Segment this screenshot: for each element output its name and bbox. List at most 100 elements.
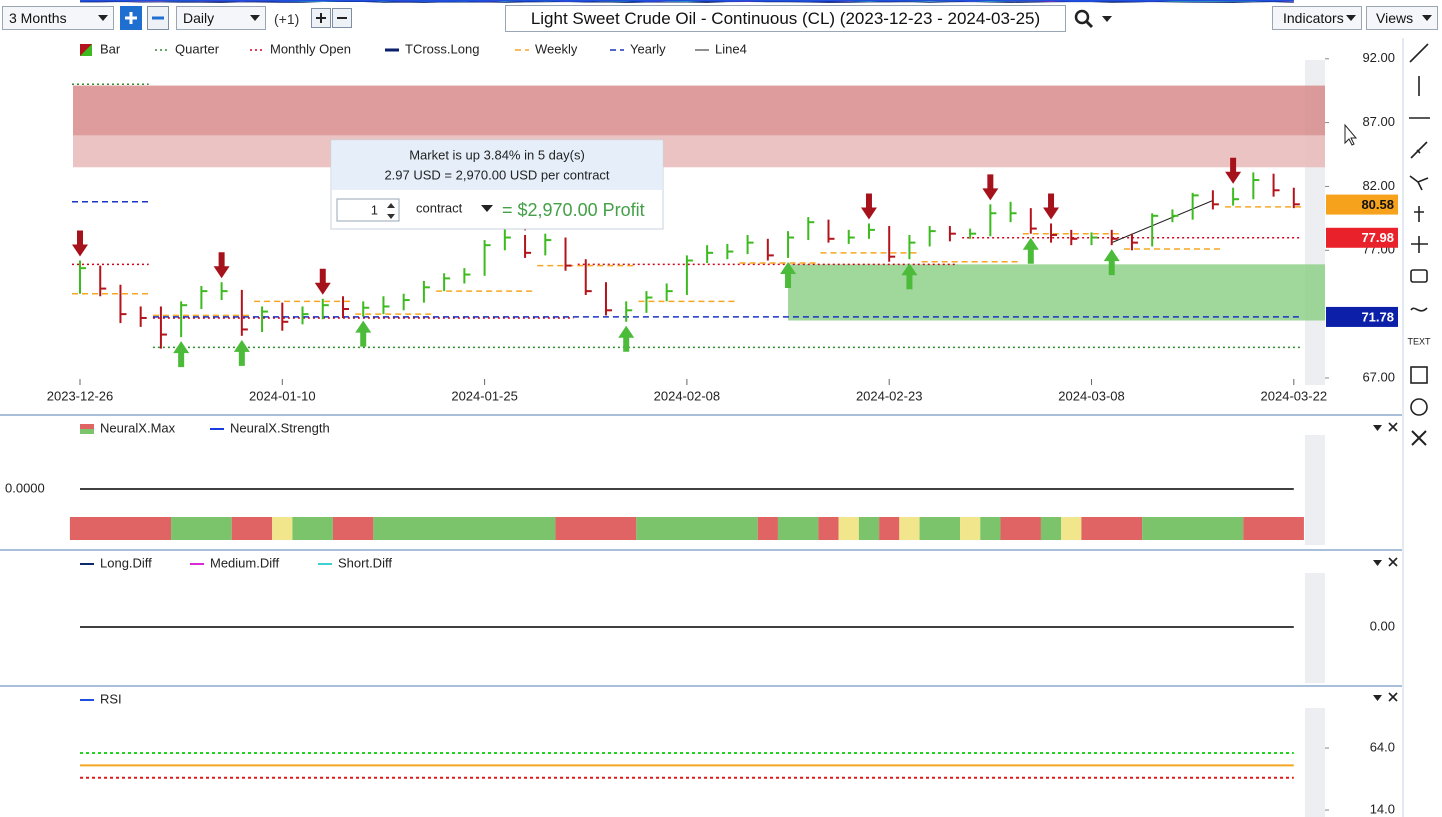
buy-arrow	[1022, 237, 1039, 264]
tooltip-header	[332, 141, 662, 190]
tooltip-line: 2.97 USD = 2,970.00 USD per contract	[384, 167, 609, 182]
spinner[interactable]	[387, 203, 395, 219]
tooltip: Market is up 3.84% in 5 day(s) 2.97 USD …	[330, 139, 664, 230]
panel-close[interactable]	[1388, 422, 1398, 432]
trendline-tool[interactable]	[1409, 43, 1429, 63]
state-cell	[1040, 517, 1062, 540]
sell-arrow	[1043, 193, 1060, 220]
crosshair-tool[interactable]	[1411, 236, 1428, 253]
legend-icon	[80, 424, 94, 429]
panel-controls	[1373, 422, 1398, 702]
y-tick-label: 0.00	[1370, 618, 1395, 633]
background	[0, 38, 1442, 817]
panel-menu[interactable]	[1373, 425, 1382, 431]
price-label-box	[1326, 194, 1398, 215]
legend-label: Quarter	[175, 41, 220, 56]
legend-icon	[80, 429, 94, 434]
x-tick-label: 2024-03-22	[1261, 388, 1328, 403]
offset-text: (+1)	[274, 11, 300, 27]
y-tick-label: 64.0	[1370, 739, 1395, 754]
price-label: 71.78	[1361, 309, 1394, 324]
future-strip	[1305, 435, 1325, 545]
state-cell	[980, 517, 1001, 540]
panel-close[interactable]	[1388, 557, 1398, 567]
buy-arrow	[355, 320, 372, 347]
fib-tool[interactable]	[1409, 175, 1429, 191]
y-tick-label: 92.00	[1362, 50, 1395, 65]
quantity-input[interactable]	[336, 198, 400, 222]
buy-arrow	[618, 325, 635, 352]
ray-tool[interactable]	[1410, 141, 1428, 159]
price-label-box	[1326, 227, 1398, 248]
plus-icon	[125, 12, 137, 24]
symbol-title[interactable]: Light Sweet Crude Oil - Continuous (CL) …	[505, 5, 1066, 32]
state-cell	[838, 517, 859, 540]
buy-arrow	[1103, 249, 1120, 276]
period-select[interactable]: 3 Months	[2, 6, 114, 30]
state-cell	[69, 517, 172, 540]
views-button[interactable]: Views	[1366, 6, 1438, 30]
legend-label: RSI	[100, 691, 122, 706]
legend-label: NeuralX.Strength	[230, 420, 330, 435]
legend-label: Bar	[100, 41, 121, 56]
legend-label: Line4	[715, 41, 747, 56]
clear-tool[interactable]	[1411, 430, 1427, 446]
panel: 64.0 14.0 RSI	[80, 0, 1395, 816]
state-cell	[292, 517, 333, 540]
state-cell	[1081, 517, 1143, 540]
offset-plus[interactable]	[311, 8, 331, 28]
legend-label: Yearly	[630, 41, 666, 56]
unit-select[interactable]: contract	[416, 200, 463, 215]
measure-tool[interactable]	[1414, 206, 1424, 222]
offset-minus[interactable]	[332, 8, 352, 28]
y-tick-label: 82.00	[1362, 178, 1395, 193]
minus-icon	[152, 16, 164, 20]
y-tick-label: 0.0000	[5, 480, 45, 495]
note-tool[interactable]	[1410, 269, 1428, 283]
tooltip-line: Market is up 3.84% in 5 day(s)	[409, 147, 585, 162]
text-tool[interactable]: TEXT	[1407, 336, 1431, 346]
unit-caret[interactable]	[481, 205, 493, 212]
y-tick-label: 67.00	[1362, 369, 1395, 384]
minus-icon	[337, 17, 347, 19]
interval-text: Daily	[183, 10, 215, 26]
indicators-button[interactable]: Indicators	[1272, 6, 1362, 30]
x-tick-label: 2023-12-26	[47, 388, 114, 403]
plus-icon	[316, 13, 326, 23]
price-label-box	[1326, 306, 1398, 327]
sell-arrow	[213, 252, 230, 279]
legend-label: Short.Diff	[338, 555, 392, 570]
search-button[interactable]	[1072, 7, 1116, 31]
sell-arrow	[314, 268, 331, 295]
panel-close[interactable]	[1388, 692, 1398, 702]
state-cell	[858, 517, 880, 540]
y-tick-label: 14.0	[1370, 801, 1395, 816]
ellipse-tool[interactable]	[1410, 398, 1428, 416]
zoom-out-button[interactable]	[147, 6, 169, 30]
state-cell	[879, 517, 900, 540]
panel-menu[interactable]	[1373, 560, 1382, 566]
interval-select[interactable]: Daily	[176, 6, 266, 30]
indicators-text: Indicators	[1283, 10, 1344, 26]
price-label: 80.58	[1361, 197, 1394, 212]
rectangle-tool[interactable]	[1410, 366, 1428, 384]
zoom-in-button[interactable]	[120, 6, 142, 30]
panel-menu[interactable]	[1373, 695, 1382, 701]
state-cell	[1142, 517, 1244, 540]
state-cell	[171, 517, 232, 540]
curve-tool[interactable]	[1410, 307, 1428, 312]
legend-icon	[80, 44, 92, 56]
state-cell	[757, 517, 778, 540]
buy-arrow	[173, 341, 190, 368]
buy-arrow	[901, 263, 918, 290]
x-tick-label: 2024-02-23	[856, 388, 923, 403]
x-tick-label: 2024-01-25	[451, 388, 518, 403]
state-cell	[1243, 517, 1304, 540]
legend-label: Long.Diff	[100, 555, 152, 570]
views-text: Views	[1376, 10, 1414, 26]
legend-label: Monthly Open	[270, 41, 351, 56]
